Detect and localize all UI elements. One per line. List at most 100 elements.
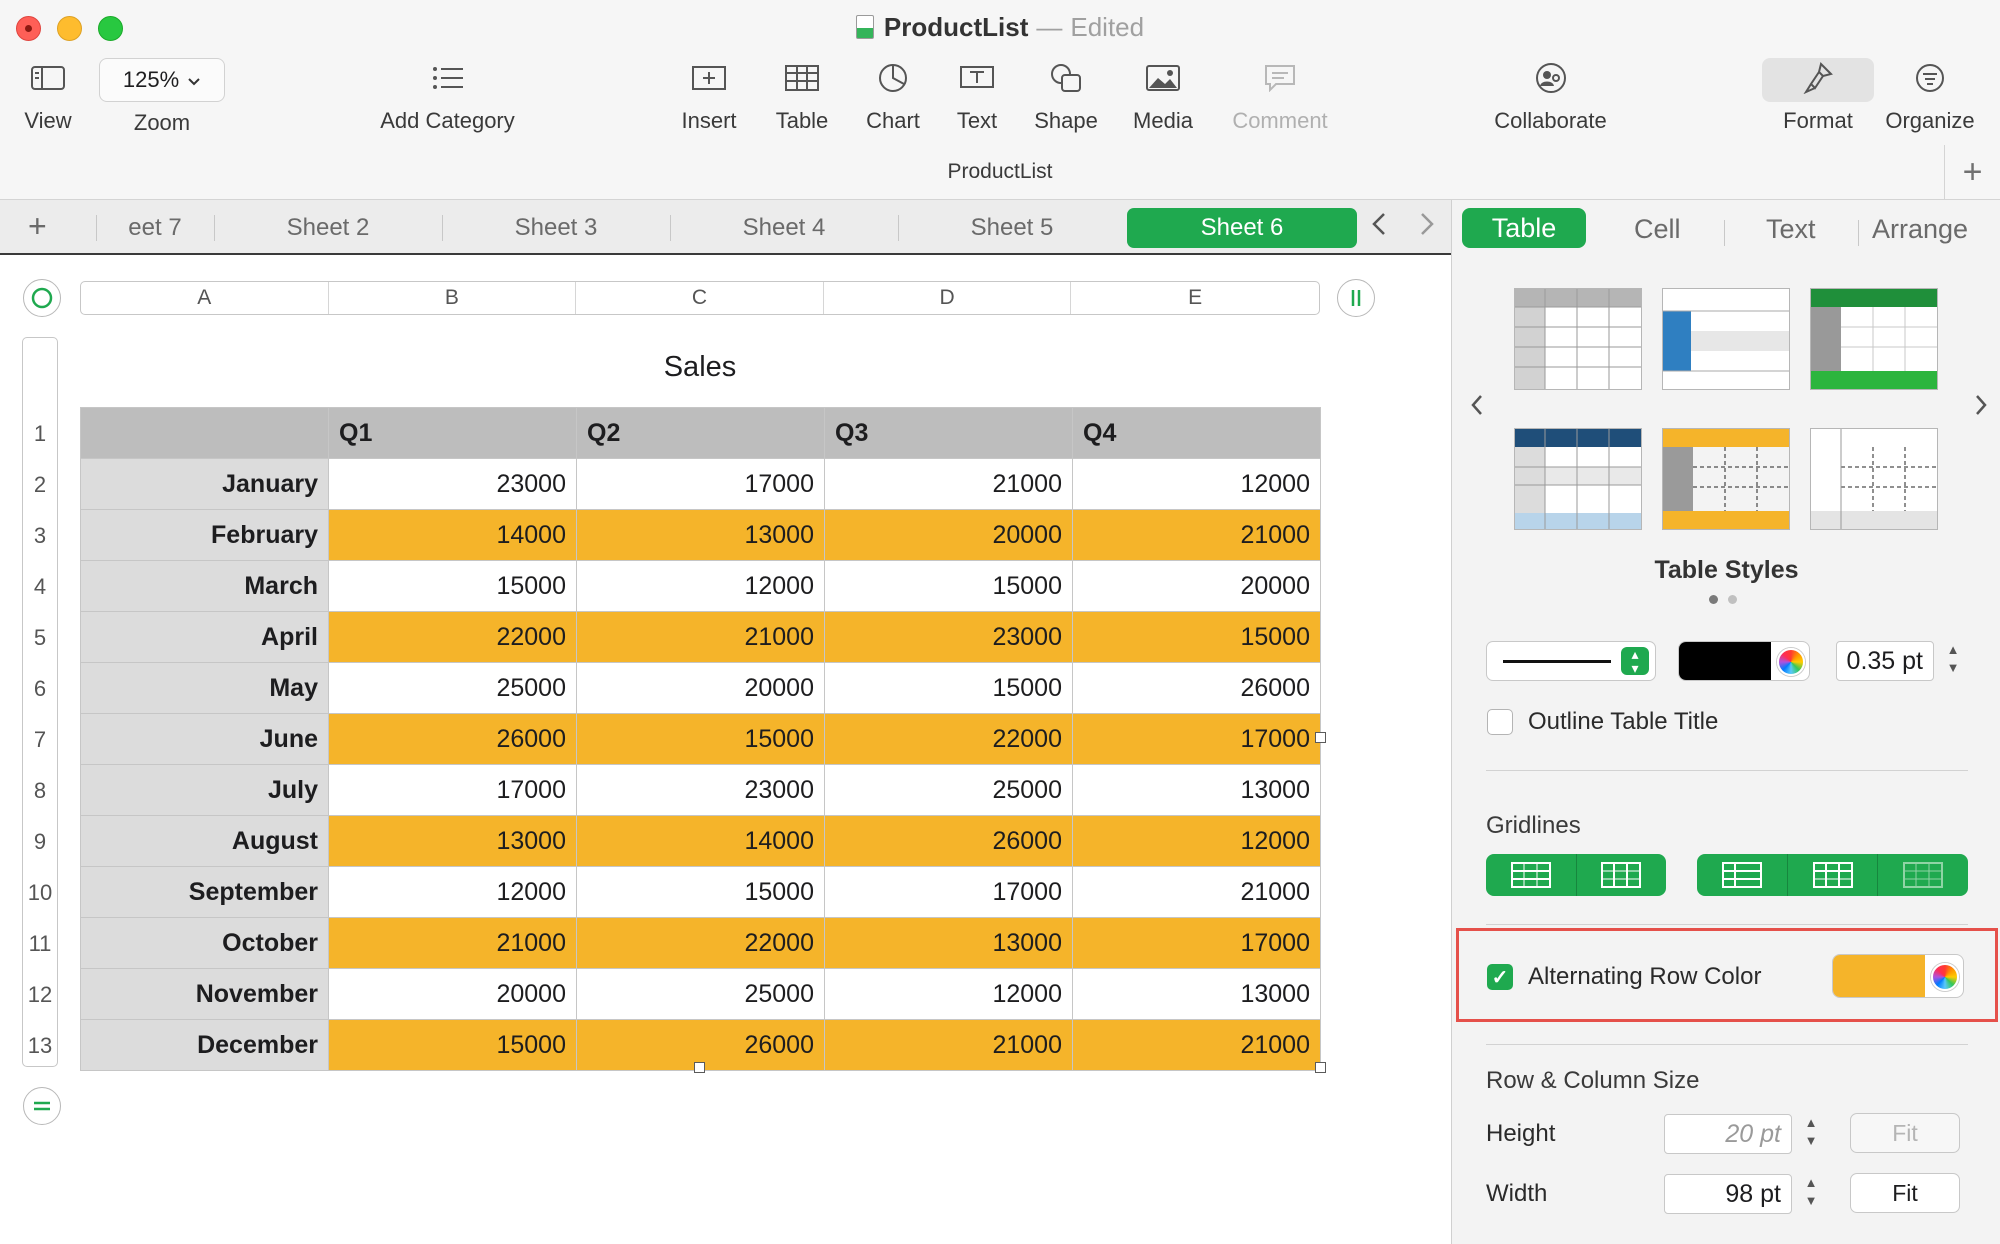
tab-sheet-5[interactable]: Sheet 5 [970, 214, 1054, 241]
table-cell[interactable]: 12000 [1072, 458, 1321, 510]
chart-button[interactable]: Chart [856, 56, 930, 134]
table-cell[interactable]: 15000 [576, 713, 825, 765]
row-number[interactable]: 13 [27, 1033, 53, 1058]
table-cell[interactable]: 26000 [1072, 662, 1321, 714]
outline-style-select[interactable]: ▴ ▾ [1486, 641, 1656, 681]
minimize-window-button[interactable] [57, 16, 82, 41]
outline-width-stepper[interactable]: ▲ ▼ [1946, 642, 1960, 675]
alternating-row-color-checkbox[interactable]: ✓ [1487, 964, 1513, 990]
width-stepper[interactable]: ▲ ▼ [1804, 1175, 1818, 1208]
row-header-cell[interactable]: May [80, 662, 329, 714]
row-number[interactable]: 2 [33, 472, 47, 497]
page-dot[interactable] [1728, 595, 1737, 604]
chevron-right-icon[interactable] [1418, 210, 1436, 245]
header-column-lines-icon[interactable] [1788, 854, 1879, 896]
height-fit-button[interactable]: Fit [1850, 1113, 1960, 1153]
table-cell[interactable]: 22000 [328, 611, 577, 663]
chevron-right-icon[interactable] [1972, 390, 1990, 427]
table-cell[interactable]: 15000 [328, 1019, 577, 1071]
tab-text[interactable]: Text [1766, 214, 1816, 244]
row-number[interactable]: 1 [33, 421, 47, 446]
table-cell[interactable]: 15000 [328, 560, 577, 612]
table-button[interactable]: Table [765, 56, 839, 134]
row-header-cell[interactable]: August [80, 815, 329, 867]
row-number[interactable]: 5 [33, 625, 47, 650]
color-wheel-icon[interactable] [1931, 963, 1959, 991]
table-cell[interactable]: 17000 [1072, 917, 1321, 969]
row-header-cell[interactable]: April [80, 611, 329, 663]
page-indicator[interactable] [1709, 595, 1737, 604]
table-cell[interactable]: 26000 [328, 713, 577, 765]
table-cell[interactable]: 13000 [824, 917, 1073, 969]
table-style-gray[interactable] [1514, 288, 1642, 390]
insert-button[interactable]: Insert [672, 56, 746, 134]
table-cell[interactable]: 25000 [824, 764, 1073, 816]
table-cell[interactable]: 20000 [1072, 560, 1321, 612]
color-wheel-icon[interactable] [1777, 648, 1805, 676]
row-number[interactable]: 7 [33, 727, 47, 752]
table-cell[interactable]: 13000 [576, 509, 825, 561]
table-cell[interactable]: 15000 [824, 560, 1073, 612]
width-fit-button[interactable]: Fit [1850, 1173, 1960, 1213]
table-cell[interactable]: 13000 [1072, 764, 1321, 816]
table-cell[interactable]: 15000 [1072, 611, 1321, 663]
row-number[interactable]: 9 [33, 829, 47, 854]
row-number[interactable]: 11 [28, 931, 52, 956]
row-number[interactable]: 3 [33, 523, 47, 548]
table-cell[interactable]: 21000 [824, 458, 1073, 510]
chevron-left-icon[interactable] [1468, 390, 1486, 427]
header-cell[interactable]: Q2 [576, 407, 825, 459]
tab-sheet-3[interactable]: Sheet 3 [514, 214, 598, 241]
tab-sheet-7[interactable]: eet 7 [128, 214, 182, 241]
column-header[interactable]: C [576, 282, 824, 314]
table-cell[interactable]: 13000 [1072, 968, 1321, 1020]
footer-lines-icon[interactable] [1878, 854, 1968, 896]
table-cell[interactable]: 23000 [576, 764, 825, 816]
outline-table-title-checkbox[interactable] [1487, 709, 1513, 735]
table-cell[interactable]: 26000 [824, 815, 1073, 867]
table-cell[interactable]: 21000 [1072, 1019, 1321, 1071]
row-header-cell[interactable]: September [80, 866, 329, 918]
column-header[interactable]: E [1188, 286, 1203, 309]
shape-button[interactable]: Shape [1027, 56, 1105, 134]
zoom-window-button[interactable] [98, 16, 123, 41]
table-style-orange[interactable] [1662, 428, 1790, 530]
row-header-cell[interactable]: October [80, 917, 329, 969]
select-table-button[interactable] [23, 279, 61, 317]
column-header[interactable]: D [824, 282, 1072, 314]
alternating-color-well[interactable] [1832, 954, 1964, 998]
column-header[interactable]: A [81, 282, 329, 314]
comment-button[interactable]: Comment [1225, 56, 1335, 134]
add-category-button[interactable]: Add Category [370, 56, 525, 134]
table-cell[interactable]: 20000 [328, 968, 577, 1020]
table-cell[interactable]: 20000 [824, 509, 1073, 561]
table-cell[interactable]: 13000 [328, 815, 577, 867]
tab-sheet-2[interactable]: Sheet 2 [286, 214, 370, 241]
tab-sheet-6[interactable]: Sheet 6 [1127, 208, 1357, 248]
zoom-select[interactable]: 125% [99, 58, 225, 102]
header-row-lines-icon[interactable] [1697, 854, 1788, 896]
add-column-handle-icon[interactable] [1337, 279, 1375, 317]
row-number[interactable]: 4 [33, 574, 47, 599]
table-cell[interactable]: 12000 [1072, 815, 1321, 867]
chevron-left-icon[interactable] [1370, 210, 1388, 245]
row-number[interactable]: 10 [27, 880, 53, 905]
add-sheet-plus-icon[interactable]: + [1944, 145, 2000, 200]
table-cell[interactable]: 23000 [824, 611, 1073, 663]
table-cell[interactable]: 25000 [328, 662, 577, 714]
row-header-cell[interactable]: February [80, 509, 329, 561]
tab-table[interactable]: Table [1462, 208, 1586, 248]
table-cell[interactable]: 14000 [576, 815, 825, 867]
row-number[interactable]: 6 [33, 676, 47, 701]
table-cell[interactable]: 14000 [328, 509, 577, 561]
table-cell[interactable]: 21000 [576, 611, 825, 663]
table-cell[interactable]: 15000 [576, 866, 825, 918]
page-dot[interactable] [1709, 595, 1718, 604]
header-cell[interactable]: Q3 [824, 407, 1073, 459]
height-stepper[interactable]: ▲ ▼ [1804, 1115, 1818, 1148]
table-cell[interactable]: 21000 [1072, 509, 1321, 561]
table-cell[interactable]: 17000 [824, 866, 1073, 918]
format-button[interactable]: Format [1774, 56, 1862, 134]
view-button[interactable]: View [18, 56, 78, 134]
width-field[interactable]: 98 pt [1664, 1174, 1792, 1214]
